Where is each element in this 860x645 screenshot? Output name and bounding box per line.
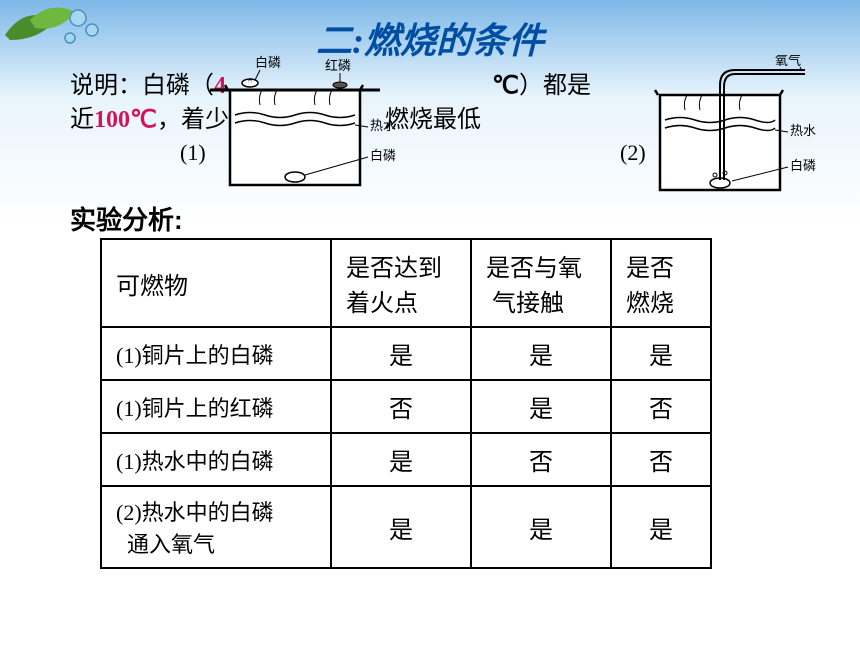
diagram-1-label: (1) [180,140,206,166]
diagram-2-label: (2) [620,140,646,166]
cell: 是 [331,486,471,568]
cell: 是 [471,486,611,568]
svg-text:热水: 热水 [370,118,396,133]
header-oxygen: 是否与氧 气接触 [471,239,611,327]
beaker-1-icon: 白磷 红磷 热水 白磷 [200,55,420,190]
header-combustible: 可燃物 [101,239,331,327]
cell: 是 [611,327,711,380]
svg-text:白磷: 白磷 [790,158,816,173]
experiment-table: 可燃物 是否达到着火点 是否与氧 气接触 是否燃烧 (1)铜片上的白磷 是 是 … [100,238,712,569]
diagram-2: 氧气 热水 白磷 (2) [640,55,860,200]
row-label: (1)热水中的白磷 [101,433,331,486]
svg-text:白磷: 白磷 [370,148,396,163]
header-burn: 是否燃烧 [611,239,711,327]
table-row: (1)铜片上的红磷 否 是 否 [101,380,711,433]
table-row: (2)热水中的白磷 通入氧气 是 是 是 [101,486,711,568]
svg-text:热水: 热水 [790,123,816,138]
diagram-1: 白磷 红磷 热水 白磷 (1) [200,55,420,200]
cell: 是 [471,327,611,380]
table-row: (1)热水中的白磷 是 否 否 [101,433,711,486]
cell: 是 [331,327,471,380]
table-header-row: 可燃物 是否达到着火点 是否与氧 气接触 是否燃烧 [101,239,711,327]
table-row: (1)铜片上的白磷 是 是 是 [101,327,711,380]
cell: 是 [331,433,471,486]
cell: 是 [471,380,611,433]
svg-text:氧气: 氧气 [775,55,801,68]
cell: 否 [331,380,471,433]
analysis-heading: 实验分析: [70,200,183,237]
leaf-decoration-icon [0,0,140,70]
svg-text:白磷: 白磷 [255,55,281,70]
beaker-2-icon: 氧气 热水 白磷 [640,55,860,200]
row-label: (1)铜片上的红磷 [101,380,331,433]
cell: 是 [611,486,711,568]
svg-text:红磷: 红磷 [325,58,351,73]
row-label: (1)铜片上的白磷 [101,327,331,380]
header-ignition: 是否达到着火点 [331,239,471,327]
cell: 否 [611,380,711,433]
cell: 否 [471,433,611,486]
row-label: (2)热水中的白磷 通入氧气 [101,486,331,568]
diagram-container: 白磷 红磷 热水 白磷 (1) 氧气 热水 [200,55,860,200]
cell: 否 [611,433,711,486]
